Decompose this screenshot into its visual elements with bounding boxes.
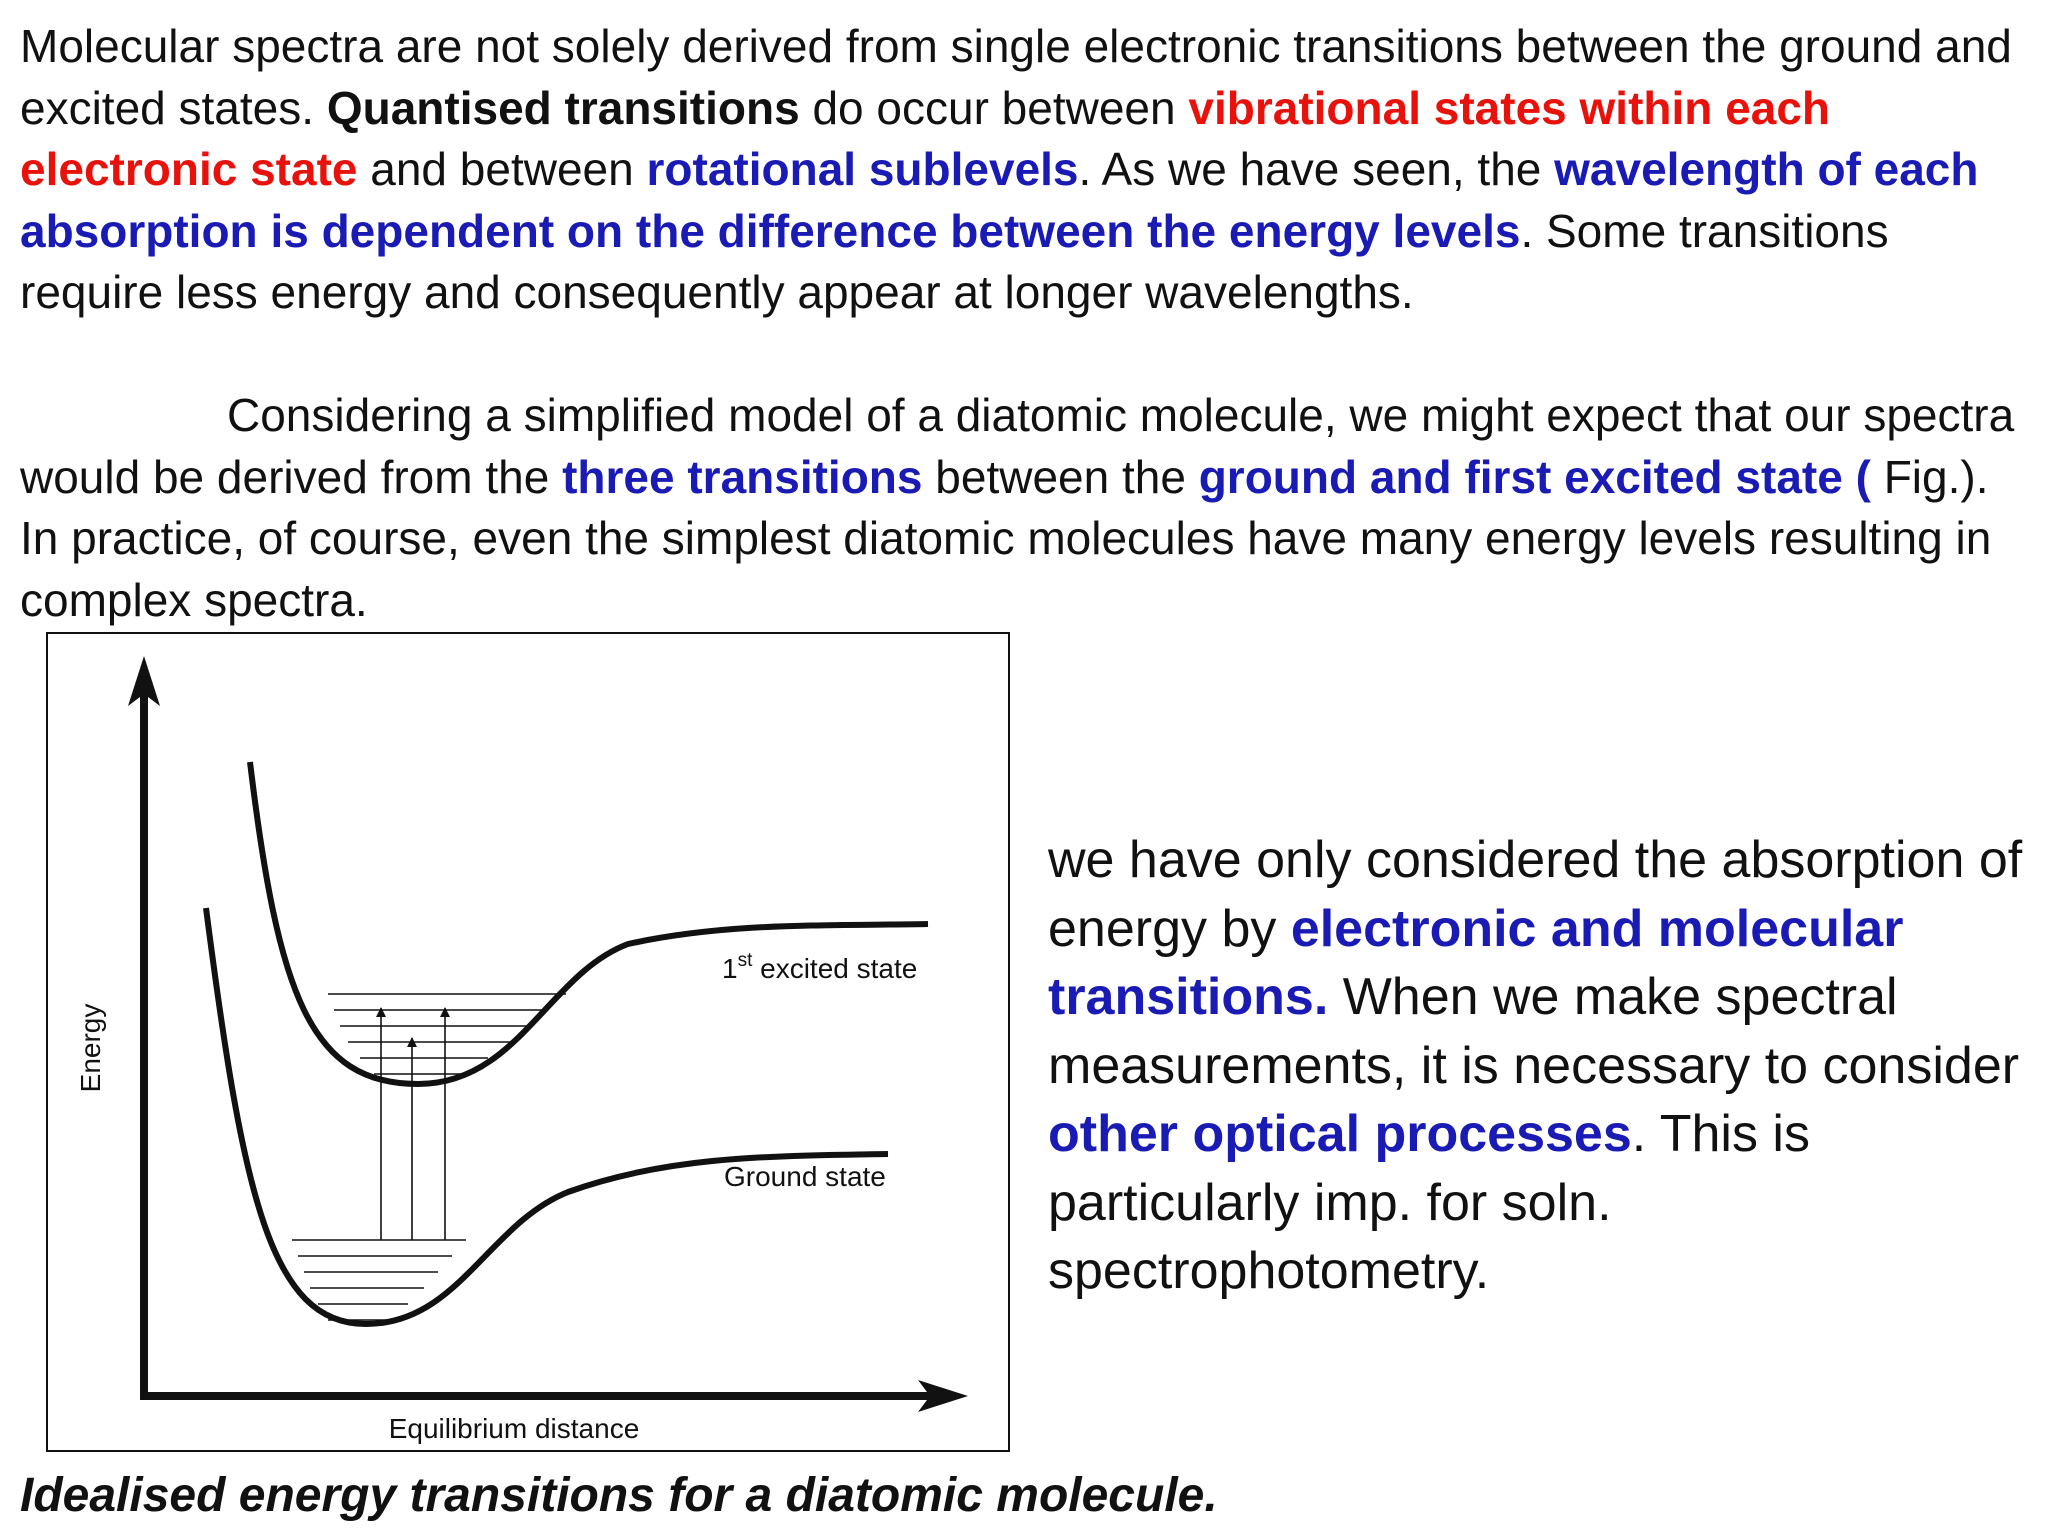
para1-bold-quantised-transitions: Quantised transitions: [326, 81, 800, 134]
para1-highlight-rotational-sublevels: rotational sublevels: [646, 143, 1079, 195]
side-text-3: When we make spectral measurements, it i…: [1048, 968, 2020, 1095]
excited-label-text: excited state: [752, 953, 917, 984]
y-axis-arrowhead-icon: [128, 656, 160, 706]
para1-text-3: do occur between: [799, 81, 1189, 134]
side-text-5: . This is particularly imp. for soln. sp…: [1048, 1105, 1810, 1300]
side-explanation-text: we have only considered the absorption o…: [1048, 826, 2038, 1306]
excited-label-number: 1: [722, 953, 738, 984]
para1-text-9: . Some transitions require less energy a…: [20, 204, 1889, 319]
x-axis-arrowhead-icon: [918, 1380, 968, 1412]
para1-text-7: . As we have seen, the: [1078, 143, 1555, 195]
ground-state-curve: [203, 907, 889, 1328]
para2-highlight-three-transitions: three transitions: [562, 450, 923, 503]
transition-arrows: [376, 1007, 450, 1240]
para1-highlight-vibrational-states: vibrational states within each electroni…: [20, 81, 1830, 196]
ground-state-label: Ground state: [724, 1161, 886, 1192]
excited-state-label: 1st excited state: [722, 950, 917, 984]
ground-state-vibrational-levels: [292, 1239, 466, 1321]
para2-text-5: Fig.). In practice, of course, even the …: [20, 450, 1992, 626]
para1-highlight-wavelength: wavelength of each absorption is depende…: [20, 143, 1979, 257]
para2-text-1: Considering a simplified model of a diat…: [20, 389, 2015, 503]
y-axis-label: Energy: [75, 1004, 106, 1093]
excited-state-vibrational-levels: [328, 993, 566, 1075]
x-axis-label: Equilibrium distance: [389, 1413, 640, 1444]
model-paragraph: Considering a simplified model of a diat…: [20, 385, 2035, 631]
energy-diagram-figure: Energy Equilibrium distance 1st excited …: [46, 632, 1010, 1452]
intro-paragraph: Molecular spectra are not solely derived…: [20, 16, 2035, 324]
energy-diagram-svg: Energy Equilibrium distance 1st excited …: [75, 656, 968, 1444]
excited-state-curve: [247, 761, 929, 1088]
para1-text-1: Molecular spectra are not solely derived…: [20, 20, 2012, 134]
side-highlight-electronic-molecular: electronic and molecular transitions.: [1048, 899, 1904, 1027]
figure-caption: Idealised energy transitions for a diato…: [20, 1469, 1218, 1522]
side-text-1: we have only considered the absorption o…: [1048, 831, 2023, 958]
para1-text-5: and between: [357, 143, 647, 195]
excited-label-superscript: st: [738, 950, 754, 971]
side-highlight-optical-processes: other optical processes: [1048, 1105, 1632, 1163]
para2-highlight-ground-first-excited: ground and first excited state (: [1198, 450, 1871, 503]
para2-text-3: between the: [922, 450, 1199, 503]
